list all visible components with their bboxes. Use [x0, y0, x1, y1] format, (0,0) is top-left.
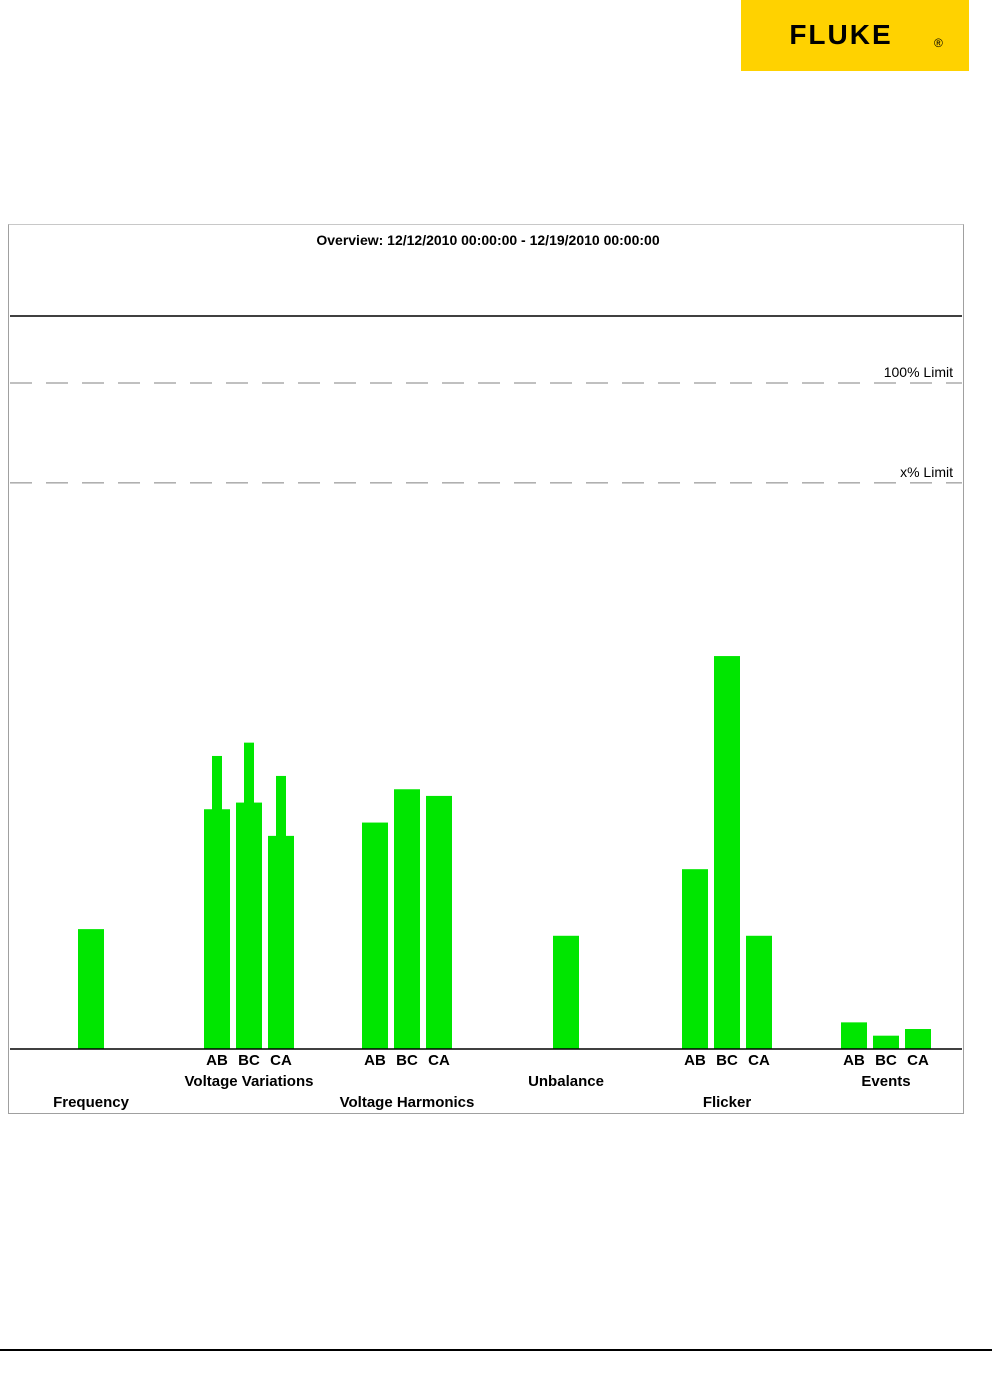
- bar-events-bc: [873, 1035, 899, 1049]
- bar-events-ab: [841, 1022, 867, 1049]
- overview-chart: Overview: 12/12/2010 00:00:00 - 12/19/20…: [10, 232, 962, 1111]
- phase-tick-label: CA: [428, 1052, 450, 1069]
- bar-voltage-variations-ca: [268, 835, 294, 1049]
- bar-unbalance-total: [553, 935, 579, 1049]
- phase-tick-label: BC: [396, 1052, 418, 1069]
- phase-tick-label: AB: [364, 1052, 386, 1069]
- phase-tick-label: CA: [907, 1052, 929, 1069]
- limit-label: x% Limit: [900, 464, 953, 480]
- bar-flicker-ab: [682, 869, 708, 1049]
- brand-name: FLUKE: [789, 19, 892, 50]
- category-label: Flicker: [703, 1094, 752, 1111]
- bar-flicker-ca: [746, 935, 772, 1049]
- fluke-logo: FLUKE ®: [741, 0, 969, 71]
- phase-tick-label: CA: [270, 1052, 292, 1069]
- overview-chart-panel: Overview: 12/12/2010 00:00:00 - 12/19/20…: [8, 224, 964, 1114]
- bar-voltage-harmonics-ca: [426, 795, 452, 1049]
- bar-voltage-variations-ab: [204, 809, 230, 1049]
- bar-voltage-variations-bc: [236, 802, 262, 1049]
- bar-flicker-bc: [714, 656, 740, 1049]
- phase-tick-label: AB: [684, 1052, 706, 1069]
- phase-tick-label: BC: [716, 1052, 738, 1069]
- bar-voltage-harmonics-ab: [362, 822, 388, 1049]
- phase-tick-label: BC: [875, 1052, 897, 1069]
- chart-title: Overview: 12/12/2010 00:00:00 - 12/19/20…: [316, 232, 659, 248]
- category-label: Voltage Harmonics: [340, 1094, 475, 1111]
- category-label: Events: [861, 1073, 910, 1090]
- phase-tick-label: BC: [238, 1052, 260, 1069]
- fluke-wordmark: FLUKE ®: [789, 19, 943, 50]
- phase-tick-label: CA: [748, 1052, 770, 1069]
- bar-events-ca: [905, 1029, 931, 1049]
- category-label: Frequency: [53, 1094, 130, 1111]
- registered-mark: ®: [934, 36, 943, 50]
- category-label: Unbalance: [528, 1073, 604, 1090]
- phase-tick-label: AB: [206, 1052, 228, 1069]
- footer-rule: [0, 1349, 992, 1351]
- phase-tick-label: AB: [843, 1052, 865, 1069]
- bar-voltage-harmonics-bc: [394, 789, 420, 1049]
- category-label: Voltage Variations: [185, 1073, 314, 1090]
- limit-label: 100% Limit: [884, 364, 953, 380]
- bar-frequency-total: [78, 929, 104, 1049]
